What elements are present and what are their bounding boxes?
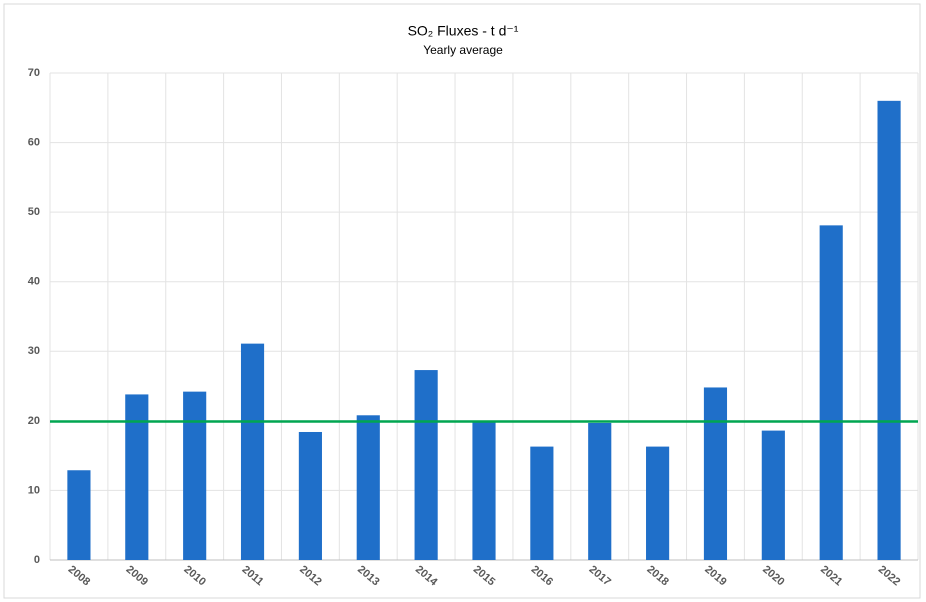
bar bbox=[125, 394, 149, 560]
bar bbox=[414, 370, 438, 560]
bar bbox=[530, 446, 554, 560]
bar bbox=[67, 470, 91, 560]
bar bbox=[761, 430, 785, 560]
bar bbox=[240, 343, 265, 560]
bar bbox=[356, 415, 380, 560]
bar bbox=[298, 431, 322, 560]
bar bbox=[646, 446, 670, 560]
chart-title: SO₂ Fluxes - t d⁻¹ bbox=[408, 23, 519, 39]
y-tick-label: 30 bbox=[28, 345, 40, 357]
bar bbox=[819, 225, 843, 560]
y-tick-label: 20 bbox=[28, 415, 40, 427]
bar bbox=[183, 391, 207, 560]
bar bbox=[877, 100, 901, 560]
y-tick-label: 50 bbox=[28, 206, 40, 218]
bar bbox=[703, 387, 728, 560]
y-tick-label: 70 bbox=[28, 67, 40, 79]
y-tick-label: 0 bbox=[34, 554, 40, 566]
y-tick-label: 10 bbox=[28, 484, 40, 496]
chart-subtitle: Yearly average bbox=[423, 43, 503, 57]
bar bbox=[588, 422, 612, 560]
bar bbox=[472, 421, 496, 560]
y-tick-label: 60 bbox=[28, 136, 40, 148]
y-tick-label: 40 bbox=[28, 276, 40, 288]
